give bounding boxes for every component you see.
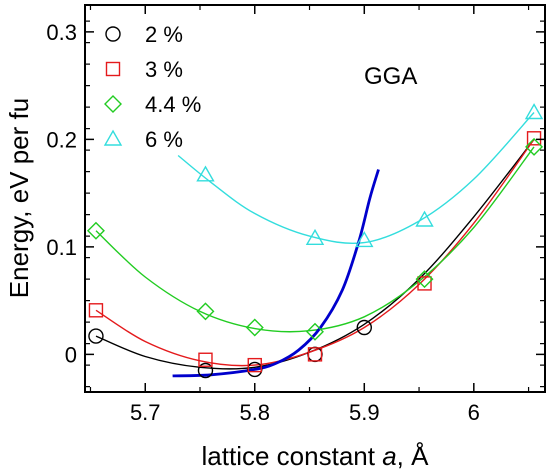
legend-marker-3 bbox=[105, 61, 121, 77]
legend-label-4-4: 4.4 % bbox=[145, 92, 201, 117]
legend-label-6: 6 % bbox=[145, 127, 183, 152]
x-tick-label: 5.8 bbox=[239, 400, 270, 425]
fit-line-6 bbox=[177, 112, 535, 245]
point-4-4 bbox=[245, 318, 264, 337]
point-6 bbox=[196, 165, 215, 182]
point-3 bbox=[417, 276, 432, 291]
point-3 bbox=[88, 303, 104, 318]
x-axis-label: lattice constant a, Å bbox=[202, 441, 430, 471]
y-tick-label: 0.2 bbox=[46, 127, 77, 152]
point-6 bbox=[524, 103, 544, 120]
point-6 bbox=[305, 228, 325, 245]
legend-marker-4-4 bbox=[104, 95, 122, 113]
legend: 2 % 3 % 4.4 % 6 % bbox=[103, 22, 201, 152]
data-markers bbox=[86, 103, 544, 379]
legend-marker-2 bbox=[105, 26, 121, 42]
legend-marker-6 bbox=[103, 129, 123, 146]
point-3 bbox=[247, 357, 262, 373]
x-tick-label: 5.9 bbox=[349, 400, 380, 425]
legend-label-3: 3 % bbox=[145, 57, 183, 82]
legend-label-2: 2 % bbox=[145, 22, 183, 47]
point-2 bbox=[356, 319, 372, 336]
point-4-4 bbox=[525, 137, 544, 156]
point-6 bbox=[415, 210, 434, 227]
x-tick-label: 5.7 bbox=[130, 400, 161, 425]
point-4-4 bbox=[306, 322, 324, 341]
point-2 bbox=[88, 328, 104, 344]
fit-line-4-4 bbox=[95, 146, 535, 333]
point-4-4 bbox=[86, 221, 105, 240]
y-axis-label: Energy, eV per fu bbox=[4, 98, 34, 298]
point-4-4 bbox=[415, 270, 434, 289]
x-tick-label: 6 bbox=[468, 400, 480, 425]
blue-curve-group bbox=[172, 169, 380, 378]
blue-curve bbox=[172, 169, 380, 378]
point-3 bbox=[198, 352, 213, 367]
y-tick-label: 0.3 bbox=[46, 20, 77, 45]
point-6 bbox=[355, 231, 374, 248]
point-2 bbox=[197, 362, 214, 379]
point-3 bbox=[307, 347, 323, 362]
y-tick-label: 0 bbox=[65, 342, 77, 367]
point-3 bbox=[526, 131, 542, 146]
annotation-gga: GGA bbox=[364, 63, 417, 90]
point-4-4 bbox=[196, 302, 215, 321]
fit-line-3 bbox=[95, 138, 535, 367]
y-tick-label: 0.1 bbox=[46, 235, 77, 260]
plot-frame bbox=[84, 4, 546, 393]
axis-ticks: 5.7 5.8 5.9 6 0 0.1 0.2 0.3 bbox=[46, 5, 545, 425]
